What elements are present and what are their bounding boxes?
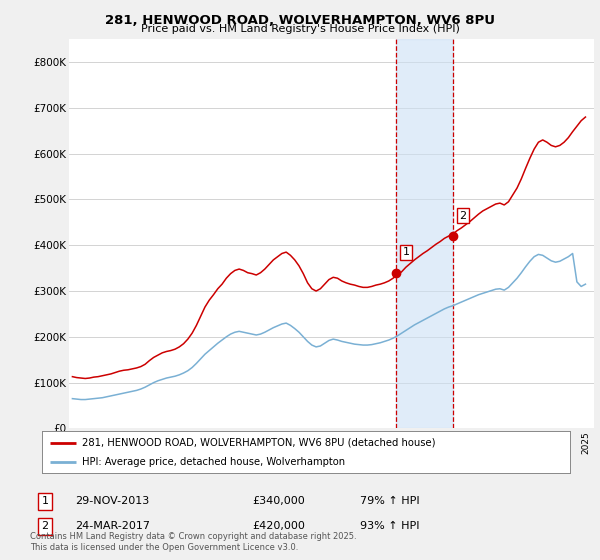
Text: 2: 2 xyxy=(41,521,49,531)
Text: 281, HENWOOD ROAD, WOLVERHAMPTON, WV6 8PU (detached house): 281, HENWOOD ROAD, WOLVERHAMPTON, WV6 8P… xyxy=(82,437,435,447)
Text: Contains HM Land Registry data © Crown copyright and database right 2025.
This d: Contains HM Land Registry data © Crown c… xyxy=(30,532,356,552)
Text: Price paid vs. HM Land Registry's House Price Index (HPI): Price paid vs. HM Land Registry's House … xyxy=(140,24,460,34)
Text: 79% ↑ HPI: 79% ↑ HPI xyxy=(360,496,419,506)
Bar xyxy=(396,39,452,428)
Text: 1: 1 xyxy=(403,248,410,258)
Text: 281, HENWOOD ROAD, WOLVERHAMPTON, WV6 8PU: 281, HENWOOD ROAD, WOLVERHAMPTON, WV6 8P… xyxy=(105,14,495,27)
Text: 24-MAR-2017: 24-MAR-2017 xyxy=(75,521,150,531)
Text: 29-NOV-2013: 29-NOV-2013 xyxy=(75,496,149,506)
Text: 1: 1 xyxy=(41,496,49,506)
Text: 93% ↑ HPI: 93% ↑ HPI xyxy=(360,521,419,531)
Text: HPI: Average price, detached house, Wolverhampton: HPI: Average price, detached house, Wolv… xyxy=(82,457,345,467)
Text: 2: 2 xyxy=(460,211,467,221)
Text: £420,000: £420,000 xyxy=(252,521,305,531)
Text: £340,000: £340,000 xyxy=(252,496,305,506)
